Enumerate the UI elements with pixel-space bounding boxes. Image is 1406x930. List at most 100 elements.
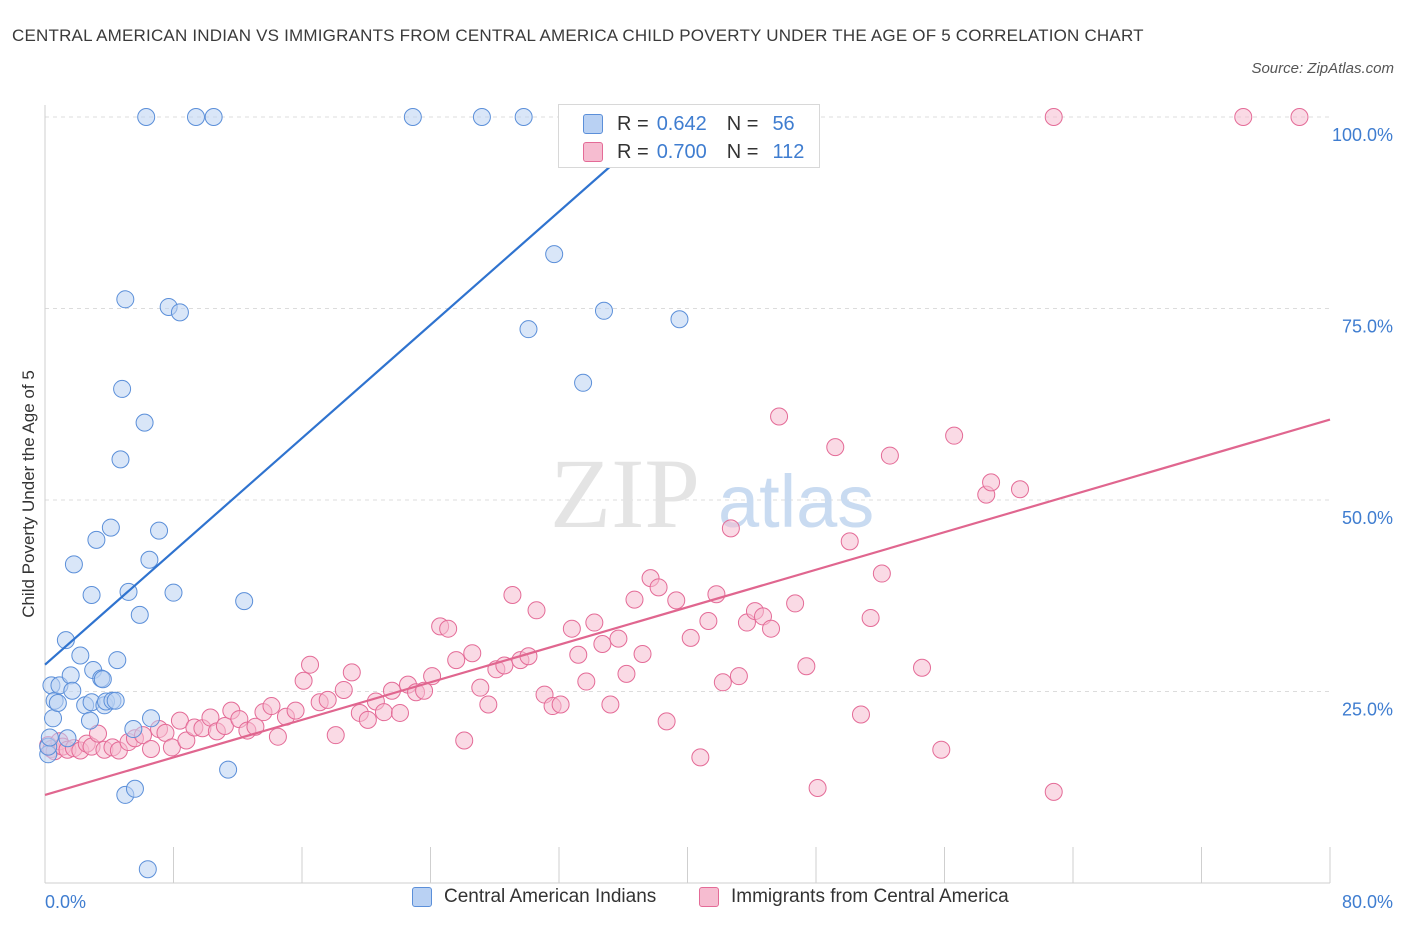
immigrant-point bbox=[840, 532, 859, 551]
r-label: R = bbox=[617, 140, 649, 163]
indian-points bbox=[39, 108, 689, 879]
immigrant-point bbox=[667, 591, 686, 610]
immigrant-point bbox=[89, 724, 108, 743]
immigrant-point bbox=[1044, 782, 1063, 801]
immigrant-point bbox=[861, 608, 880, 627]
zipatlas-watermark: ZIP atlas bbox=[550, 438, 874, 549]
immigrant-point bbox=[503, 585, 522, 604]
immigrant-point bbox=[479, 695, 498, 714]
indian-point bbox=[670, 310, 689, 329]
immigrant-point bbox=[913, 658, 932, 677]
immigrant-point bbox=[390, 703, 409, 722]
immigrant-point bbox=[729, 667, 748, 686]
immigrant-point bbox=[334, 680, 353, 699]
legend-label: Immigrants from Central America bbox=[731, 886, 1009, 907]
indian-point bbox=[80, 711, 99, 730]
y-tick-label: 50.0% bbox=[1342, 508, 1393, 528]
immigrant-trend-line bbox=[44, 418, 1331, 796]
chart-title: CENTRAL AMERICAN INDIAN VS IMMIGRANTS FR… bbox=[12, 26, 1144, 45]
immigrant-point bbox=[609, 629, 628, 648]
immigrant-point bbox=[170, 711, 189, 730]
indian-point bbox=[204, 108, 223, 126]
immigrant-point bbox=[932, 740, 951, 759]
pink-swatch bbox=[583, 142, 603, 162]
indian-point bbox=[58, 729, 77, 748]
indian-point bbox=[82, 585, 101, 604]
immigrant-point bbox=[471, 678, 490, 697]
indian-point bbox=[48, 693, 67, 712]
immigrant-point bbox=[945, 426, 964, 445]
indian-point bbox=[594, 301, 613, 320]
indian-point bbox=[219, 760, 238, 779]
indian-point bbox=[63, 681, 82, 700]
immigrant-point bbox=[447, 651, 466, 670]
immigrant-point bbox=[455, 731, 474, 750]
stats-row-pink: R = 0.700 N = 112 bbox=[583, 137, 804, 167]
legend-swatch-pink bbox=[699, 887, 719, 907]
indian-point bbox=[170, 303, 189, 322]
indian-point bbox=[138, 860, 157, 879]
immigrant-point bbox=[770, 407, 789, 426]
stats-legend: R = 0.642 N = 56 R = 0.700 N = 112 bbox=[558, 104, 820, 168]
immigrant-point bbox=[982, 473, 1001, 492]
indian-point bbox=[61, 666, 80, 685]
indian-point bbox=[40, 728, 59, 747]
indian-point bbox=[93, 670, 112, 689]
n-label: N = bbox=[726, 112, 759, 135]
immigrant-point bbox=[657, 712, 676, 731]
immigrant-point bbox=[786, 594, 805, 613]
r-value: 0.700 bbox=[656, 140, 707, 163]
immigrant-point bbox=[872, 564, 891, 583]
immigrant-point bbox=[439, 619, 458, 638]
x-tick-label: 80.0% bbox=[1342, 892, 1393, 912]
immigrant-point bbox=[762, 619, 781, 638]
immigrant-point bbox=[162, 738, 181, 757]
indian-point bbox=[574, 373, 593, 392]
indian-point bbox=[130, 605, 149, 624]
indian-point bbox=[150, 521, 169, 540]
immigrant-point bbox=[342, 663, 361, 682]
indian-point bbox=[140, 550, 159, 569]
watermark-atlas: atlas bbox=[718, 460, 874, 543]
indian-point bbox=[142, 709, 161, 728]
indian-trend-line bbox=[44, 131, 650, 666]
immigrant-point bbox=[246, 717, 265, 736]
indian-point bbox=[514, 108, 533, 126]
indian-point bbox=[71, 646, 90, 665]
legend-item-indians[interactable]: Central American Indians bbox=[412, 886, 656, 908]
immigrant-point bbox=[713, 673, 732, 692]
immigrant-point bbox=[721, 519, 740, 538]
immigrant-point bbox=[617, 664, 636, 683]
immigrant-point bbox=[699, 612, 718, 631]
tick-labels: 25.0% 50.0% 75.0% 100.0% 0.0% 80.0% bbox=[45, 125, 1393, 912]
legend-item-immigrants[interactable]: Immigrants from Central America bbox=[699, 886, 1009, 908]
immigrant-point bbox=[1234, 108, 1253, 126]
y-tick-label: 25.0% bbox=[1342, 700, 1393, 720]
y-tick-label: 100.0% bbox=[1332, 125, 1393, 145]
immigrant-point bbox=[326, 726, 345, 745]
immigrant-point bbox=[294, 671, 313, 690]
trend-lines bbox=[44, 131, 1331, 796]
immigrant-point bbox=[577, 672, 596, 691]
n-value: 112 bbox=[772, 140, 805, 163]
indian-point bbox=[472, 108, 491, 126]
indian-point bbox=[113, 379, 132, 398]
immigrant-point bbox=[562, 619, 581, 638]
immigrant-point bbox=[551, 695, 570, 714]
indian-point bbox=[87, 530, 106, 549]
immigrant-point bbox=[826, 438, 845, 457]
n-value: 56 bbox=[772, 112, 795, 135]
immigrant-point bbox=[318, 690, 337, 709]
indian-point bbox=[106, 691, 125, 710]
immigrant-point bbox=[681, 628, 700, 647]
indian-point bbox=[235, 592, 254, 611]
r-label: R = bbox=[617, 112, 649, 135]
immigrants-points bbox=[39, 108, 1309, 801]
indian-point bbox=[403, 108, 422, 126]
immigrant-point bbox=[625, 590, 644, 609]
immigrant-point bbox=[633, 644, 652, 663]
immigrant-point bbox=[569, 645, 588, 664]
y-tick-label: 75.0% bbox=[1342, 317, 1393, 337]
immigrant-point bbox=[1044, 108, 1063, 126]
